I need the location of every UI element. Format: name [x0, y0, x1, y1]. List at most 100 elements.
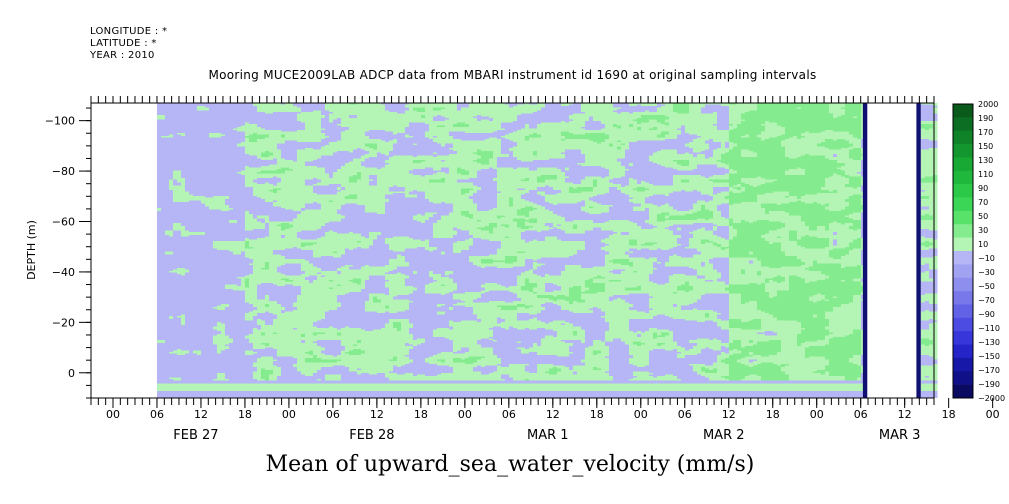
heatmap-cell: [468, 383, 474, 392]
heatmap-cell: [408, 155, 414, 171]
heatmap-cell: [536, 298, 542, 314]
heatmap-cell: [172, 383, 178, 392]
heatmap-cell: [652, 226, 658, 228]
heatmap-cell: [440, 116, 446, 122]
heatmap-cell: [708, 293, 714, 311]
heatmap-cell: [476, 359, 482, 366]
heatmap-cell: [640, 380, 646, 384]
heatmap-cell: [196, 350, 202, 356]
heatmap-cell: [456, 305, 462, 323]
colorbar-swatch: [953, 384, 973, 399]
heatmap-cell: [512, 391, 518, 398]
heatmap-cell: [524, 328, 530, 350]
heatmap-cell: [744, 103, 750, 113]
heatmap-cell: [588, 380, 594, 384]
heatmap-cell: [740, 329, 746, 348]
heatmap-cell: [412, 163, 418, 170]
heatmap-cell: [672, 349, 678, 377]
heatmap-cell: [256, 299, 262, 314]
heatmap-cell: [836, 169, 842, 176]
heatmap-cell: [588, 230, 594, 269]
heatmap-cell: [616, 295, 622, 299]
heatmap-cell: [568, 265, 574, 288]
heatmap-cell: [328, 202, 334, 222]
heatmap-cell: [564, 149, 570, 168]
heatmap-cell: [408, 191, 414, 195]
heatmap-cell: [620, 259, 626, 266]
x-date-label: FEB 28: [349, 428, 394, 443]
heatmap-cell: [408, 301, 414, 303]
heatmap-cell: [632, 371, 638, 377]
heatmap-cell: [336, 355, 342, 360]
heatmap-cell: [584, 176, 590, 188]
heatmap-cell: [296, 371, 302, 384]
x-tick-label: 18: [942, 408, 956, 421]
heatmap-cell: [696, 275, 702, 279]
heatmap-cell: [336, 340, 342, 356]
heatmap-cell: [316, 110, 322, 143]
heatmap-cell: [328, 221, 334, 231]
heatmap-cell: [844, 199, 850, 203]
heatmap-cell: [500, 217, 506, 225]
heatmap-cell: [456, 383, 462, 392]
heatmap-cell: [812, 202, 818, 231]
heatmap-cell: [712, 245, 718, 258]
heatmap-cell: [360, 391, 366, 398]
heatmap-cell: [440, 295, 446, 305]
heatmap-cell: [436, 125, 442, 128]
heatmap-cell: [572, 229, 578, 234]
heatmap-cell: [760, 332, 766, 335]
heatmap-cell: [480, 358, 486, 368]
heatmap-cell: [928, 323, 934, 341]
heatmap-cell: [592, 355, 598, 368]
heatmap-cell: [832, 103, 838, 119]
heatmap-cell: [820, 103, 826, 132]
heatmap-cell: [488, 167, 494, 210]
heatmap-cell: [364, 311, 370, 332]
heatmap-cell: [772, 203, 778, 212]
heatmap-cell: [512, 103, 518, 107]
heatmap-cell: [292, 140, 298, 162]
heatmap-cell: [776, 268, 782, 276]
heatmap-cell: [552, 383, 558, 392]
heatmap-cell: [528, 292, 534, 306]
heatmap-cell: [548, 380, 554, 384]
heatmap-cell: [332, 362, 338, 366]
heatmap-cell: [440, 215, 446, 239]
heatmap-cell: [332, 184, 338, 195]
heatmap-cell: [252, 379, 258, 384]
heatmap-cell: [256, 325, 262, 330]
heatmap-cell: [436, 307, 442, 312]
heatmap-cell: [764, 182, 770, 194]
heatmap-cell: [564, 367, 570, 381]
heatmap-cell: [556, 158, 562, 170]
heatmap-cell: [816, 263, 822, 272]
heatmap-cell: [792, 320, 798, 381]
heatmap-cell: [304, 239, 310, 243]
heatmap-cell: [468, 245, 474, 257]
heatmap-cell: [924, 263, 930, 272]
heatmap-cell: [600, 178, 606, 195]
heatmap-cell: [252, 391, 258, 398]
heatmap-cell: [648, 296, 654, 299]
heatmap-cell: [204, 110, 210, 198]
heatmap-cell: [264, 295, 270, 305]
heatmap-cell: [592, 293, 598, 308]
heatmap-cell: [288, 103, 294, 113]
heatmap-cell: [332, 232, 338, 252]
heatmap-cell: [440, 380, 446, 384]
heatmap-cell: [448, 203, 454, 213]
heatmap-cell: [684, 113, 690, 134]
heatmap-cell: [412, 376, 418, 381]
heatmap-cell: [700, 164, 706, 177]
heatmap-cell: [164, 136, 170, 138]
heatmap-cell: [700, 176, 706, 195]
heatmap-cell: [560, 241, 566, 258]
heatmap-cell: [212, 248, 218, 308]
heatmap-cell: [328, 122, 334, 143]
heatmap-cell: [696, 338, 702, 354]
heatmap-cell: [432, 280, 438, 282]
heatmap-cell: [648, 119, 654, 129]
heatmap-cell: [388, 191, 394, 195]
heatmap-cell: [836, 116, 842, 132]
